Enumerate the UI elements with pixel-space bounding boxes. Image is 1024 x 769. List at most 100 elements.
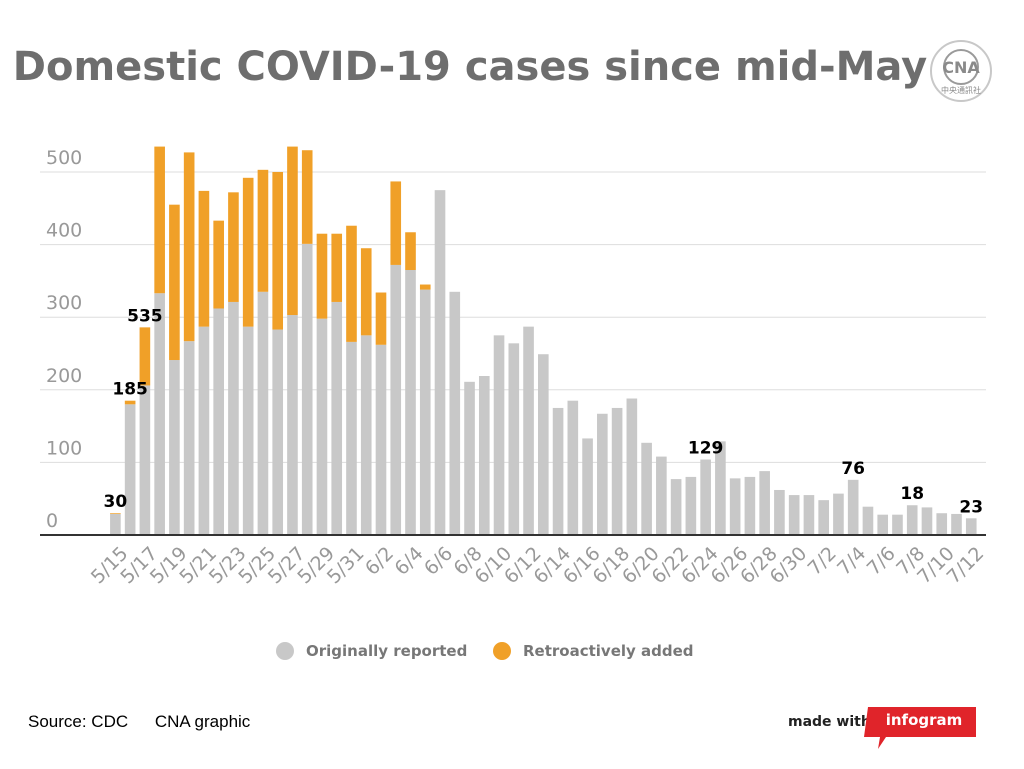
y-tick-label: 100 <box>46 437 82 459</box>
bar-retroactive <box>316 233 328 319</box>
data-label: 535 <box>127 306 163 326</box>
bar-original <box>656 456 667 535</box>
bar-original <box>213 308 224 535</box>
data-label: 30 <box>104 492 128 512</box>
bar-original <box>272 329 284 535</box>
bar-retroactive <box>331 233 343 302</box>
bar-original <box>198 326 210 535</box>
bar-original <box>685 476 697 535</box>
bar-original <box>508 343 520 535</box>
bar-retroactive <box>213 220 224 309</box>
bar-original <box>936 513 948 535</box>
bar-retroactive <box>346 225 357 342</box>
source-text: Source: CDC <box>28 712 129 731</box>
bar-original <box>611 407 623 535</box>
legend-label-original: Originally reported <box>306 642 468 660</box>
bar-original <box>375 344 387 535</box>
bar-original <box>965 518 977 535</box>
bar-original <box>346 341 357 535</box>
bar-retroactive <box>110 513 121 514</box>
bar-original <box>877 514 889 535</box>
bar-original <box>464 381 475 535</box>
bar-retroactive <box>360 248 372 336</box>
bar-original <box>242 326 254 535</box>
bar-original <box>951 513 962 535</box>
bar-original <box>449 291 461 535</box>
bar-original <box>833 493 844 535</box>
bar-original <box>818 500 829 535</box>
legend-item-original[interactable]: Originally reported <box>276 636 467 666</box>
bar-original <box>257 291 269 535</box>
bar-original <box>316 318 328 535</box>
bar-original <box>626 398 638 535</box>
infogram-logo-icon[interactable] <box>864 707 976 749</box>
bar-retroactive <box>287 146 298 316</box>
bar-chart: 01002003004005005/155/175/195/215/235/25… <box>40 146 988 588</box>
bar-original <box>110 513 121 535</box>
bar-original <box>301 243 313 535</box>
bar-original <box>434 190 446 535</box>
bar-original <box>360 335 372 535</box>
bar-retroactive <box>139 327 151 386</box>
credit-text: CNA graphic <box>154 712 251 731</box>
bar-original <box>729 478 741 535</box>
bar-original <box>906 505 918 535</box>
bar-original <box>788 495 800 535</box>
made-with-text: made with <box>788 714 871 730</box>
bar-original <box>419 289 431 535</box>
bar-original <box>597 413 608 535</box>
bar-original <box>493 335 505 535</box>
logo-subtext: 中央通訊社 <box>941 85 981 95</box>
bar-retroactive <box>390 181 402 265</box>
y-tick-label: 200 <box>46 365 82 387</box>
bar-retroactive <box>183 152 195 342</box>
bar-retroactive <box>405 232 416 271</box>
data-label: 129 <box>688 438 724 458</box>
y-tick-label: 500 <box>46 147 82 169</box>
bar-original <box>183 341 195 535</box>
y-tick-label: 400 <box>46 220 82 242</box>
bar-original <box>154 293 165 535</box>
footer-source: Source: CDC CNA graphic <box>28 712 272 732</box>
y-tick-label: 300 <box>46 292 82 314</box>
bar-original <box>552 407 564 535</box>
data-label: 23 <box>959 497 983 517</box>
bar-original <box>774 489 785 535</box>
bar-retroactive <box>228 192 239 302</box>
bar-original <box>582 438 593 535</box>
bar-original <box>862 506 874 535</box>
legend-item-retroactive[interactable]: Retroactively added <box>493 636 694 666</box>
data-label: 185 <box>112 380 148 400</box>
bar-original <box>847 479 859 535</box>
bar-original <box>670 479 682 535</box>
bar-retroactive <box>154 146 165 294</box>
data-label: 18 <box>900 484 924 504</box>
bar-original <box>715 441 726 535</box>
bar-original <box>287 315 298 535</box>
bar-retroactive <box>419 284 431 290</box>
bar-original <box>700 459 711 535</box>
bar-original <box>537 354 549 535</box>
cna-logo-icon: CNA 中央通訊社 <box>928 38 994 104</box>
bar-retroactive <box>272 172 284 330</box>
bar-original <box>331 301 343 535</box>
bar-original <box>921 507 933 535</box>
page-title: Domestic COVID-19 cases since mid-May <box>12 44 928 90</box>
bar-original <box>478 376 490 535</box>
bar-original <box>169 360 180 535</box>
bar-retroactive <box>375 292 387 345</box>
bar-original <box>759 471 770 535</box>
bar-original <box>892 514 903 535</box>
bar-original <box>641 442 652 535</box>
bar-retroactive <box>257 169 269 292</box>
bar-original <box>567 400 579 535</box>
bar-original <box>744 476 756 535</box>
bar-original <box>124 404 136 535</box>
infogram-brand-text: infogram <box>885 711 963 729</box>
bar-retroactive <box>198 190 210 327</box>
bar-retroactive <box>124 400 136 405</box>
bar-retroactive <box>301 150 313 244</box>
bar-original <box>523 326 534 535</box>
bar-original <box>139 385 151 535</box>
bar-original <box>803 495 815 535</box>
